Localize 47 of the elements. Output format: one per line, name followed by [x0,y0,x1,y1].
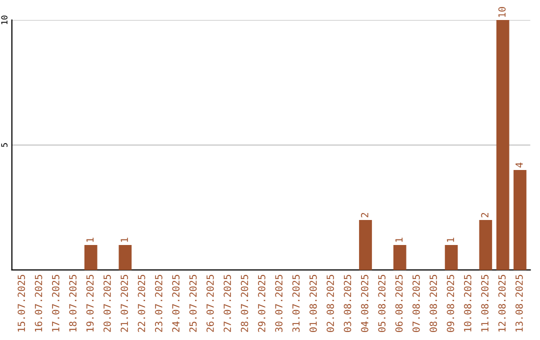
x-tick-label: 06.08.2025 [395,274,403,332]
bar [393,244,406,270]
x-tick-label: 31.07.2025 [292,274,300,332]
y-tick-label: 5 [1,143,8,147]
data-label: 10 [498,6,506,17]
bar [118,244,132,270]
bar [84,244,98,270]
x-tick-label: 15.07.2025 [18,274,26,332]
bar [514,170,526,270]
x-tick-label: 01.08.2025 [309,274,317,332]
data-label: 1 [395,238,403,242]
x-tick-label: 16.07.2025 [34,274,42,332]
data-label: 1 [446,238,454,242]
x-tick-label: 23.07.2025 [154,274,162,332]
bar [496,20,510,270]
x-tick-label: 25.07.2025 [189,274,197,332]
data-label: 1 [120,238,128,242]
x-tick-label: 05.08.2025 [378,274,386,332]
data-label: 2 [481,212,488,218]
data-label: 1 [86,238,94,242]
x-tick-label: 04.08.2025 [360,274,368,332]
x-tick-label: 27.07.2025 [224,274,232,332]
data-label: 4 [516,162,523,168]
x-tick-label: 07.08.2025 [412,274,420,332]
x-tick-label: 28.07.2025 [240,274,248,332]
x-tick-label: 12.08.2025 [498,274,506,332]
x-tick-label: 22.07.2025 [138,274,146,332]
x-tick-label: 21.07.2025 [120,274,128,332]
x-tick-label: 26.07.2025 [206,274,214,332]
x-tick-label: 11.08.2025 [481,274,488,332]
x-tick-label: 09.08.2025 [446,274,454,332]
x-tick-label: 29.07.2025 [258,274,266,332]
x-tick-label: 17.07.2025 [52,274,60,332]
x-tick-label: 10.08.2025 [464,274,472,332]
x-tick-label: 08.08.2025 [430,274,437,332]
x-tick-label: 03.08.2025 [344,274,352,332]
x-tick-label: 02.08.2025 [326,274,334,332]
x-tick-label: 24.07.2025 [172,274,180,332]
x-tick-label: 13.08.2025 [515,274,523,332]
data-label: 2 [360,212,368,218]
bar [444,244,458,270]
x-tick-label: 18.07.2025 [69,274,77,332]
x-tick-label: 20.07.2025 [104,274,111,332]
x-tick-label: 19.07.2025 [86,274,94,332]
bar [479,220,492,270]
bar [359,220,372,270]
x-tick-label: 30.07.2025 [275,274,283,332]
